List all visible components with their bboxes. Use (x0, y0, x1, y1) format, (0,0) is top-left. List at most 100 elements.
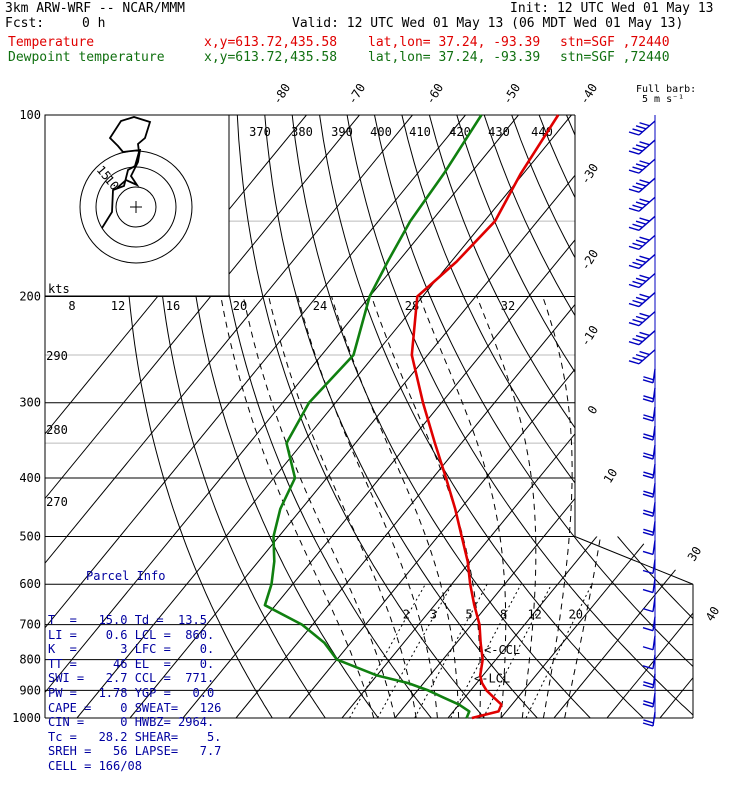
theta-label: 280 (46, 423, 68, 437)
moist-adiabat (565, 297, 617, 719)
wind-barb-flag (629, 132, 639, 135)
wind-barb (643, 445, 655, 459)
wind-barb-flag (633, 339, 643, 342)
theta-label: 400 (370, 125, 392, 139)
wind-barb (643, 579, 655, 593)
wind-barb-flag (629, 265, 639, 268)
wind-barb (629, 274, 655, 288)
wind-barb (629, 216, 655, 230)
dry-adiabat (676, 115, 740, 731)
wind-barb-flag (636, 164, 646, 167)
mixing-ratio-label: 12 (527, 608, 541, 622)
wind-barb-flag (636, 145, 646, 148)
isotherm-label: 0 (585, 403, 601, 417)
isotherm-label: -70 (345, 81, 368, 107)
wind-barb-flag (633, 262, 643, 265)
hodograph-units: kts (48, 282, 70, 296)
wind-barb-flag (640, 142, 650, 145)
wind-barb-flag (636, 183, 646, 186)
parcel-info-row: CAPE = 0 SWEAT= 126 (48, 701, 221, 716)
wind-barb-flag (633, 224, 643, 227)
wind-barb-flag (643, 510, 653, 513)
wind-barb-flag (643, 380, 653, 383)
wind-barb-flag (640, 161, 650, 164)
dry-adiabat (320, 115, 657, 731)
wind-barb-flag (629, 208, 639, 211)
wind-barb (629, 254, 655, 268)
wind-barb (629, 293, 655, 307)
parcel-info-row: CELL = 166/08 (48, 759, 221, 774)
wind-barb-flag (629, 304, 639, 307)
wind-barb-flag (643, 453, 653, 456)
wind-barb-flag (643, 682, 653, 685)
wind-barb-flag (640, 237, 650, 240)
theta-label: 290 (46, 349, 68, 363)
isotherm-label: -30 (578, 161, 601, 187)
wind-barb-flag (643, 685, 653, 688)
mixing-ratio-line (378, 584, 452, 718)
wind-barb-flag (640, 332, 650, 335)
theta-label: 430 (488, 125, 510, 139)
wind-barb (643, 521, 655, 535)
mixing-ratio-label: 20 (568, 608, 582, 622)
dewpoint-profile (265, 115, 482, 718)
wind-barb-flag (633, 281, 643, 284)
wind-barb-flag (636, 259, 646, 262)
wind-barb-flag (636, 316, 646, 319)
wind-barb-flag (633, 205, 643, 208)
moist-adiabat (298, 297, 438, 719)
wind-barb-flag (633, 148, 643, 151)
wind-barb-flag (629, 246, 639, 249)
wind-barb-flag (643, 609, 653, 612)
wind-barb-flag (643, 396, 653, 399)
isotherm-line (236, 115, 730, 718)
pressure-label: 700 (19, 618, 41, 632)
pressure-label: 500 (19, 529, 41, 543)
parcel-info-row: SREH = 56 LAPSE= 7.7 (48, 744, 221, 759)
isotherm-line (607, 115, 740, 718)
wind-barb-flag (643, 647, 653, 650)
isotherm-label: -80 (270, 81, 293, 107)
mixing-ratio-label: 5 (465, 608, 472, 622)
wind-barb-flag (636, 297, 646, 300)
wind-barb-flag (640, 218, 650, 221)
wind-barb (629, 350, 655, 364)
wind-barb (643, 464, 655, 478)
wind-barb-flag (629, 342, 639, 345)
wind-barb (643, 674, 655, 688)
parcel-info-row: CIN = 0 HWBZ= 2964. (48, 715, 221, 730)
wind-barb (629, 235, 655, 249)
dry-adiabat (402, 115, 740, 731)
parcel-info-row: SWI = 2.7 CCL = 771. (48, 671, 221, 686)
wind-barb-flag (636, 336, 646, 339)
wind-barb (629, 312, 655, 326)
isotherm-line (289, 115, 740, 718)
pressure-label: 600 (19, 577, 41, 591)
parcel-info-row: Tc = 28.2 SHEAR= 5. (48, 730, 221, 745)
pressure-label: 400 (19, 471, 41, 485)
wind-barb-flag (629, 227, 639, 230)
theta-label: 380 (291, 125, 313, 139)
pressure-label: 100 (19, 108, 41, 122)
wind-barb (643, 369, 655, 383)
dry-adiabat (347, 115, 710, 731)
dry-adiabat (704, 115, 740, 731)
isotherm-label: 10 (601, 466, 621, 486)
wind-barb-flag (643, 418, 653, 421)
wind-barb (643, 426, 655, 440)
dry-adiabat (567, 115, 740, 731)
wind-barb-flag (629, 151, 639, 154)
moist-adiabat (243, 297, 395, 719)
wind-barb-flag (636, 202, 646, 205)
wind-barb-flag (640, 352, 650, 355)
wind-barb-flag (633, 167, 643, 170)
wind-barb-flag (640, 180, 650, 183)
wind-barb (643, 636, 655, 650)
dry-adiabat (457, 115, 740, 731)
wind-barb-shaft (653, 712, 655, 726)
wind-barb-flag (643, 720, 653, 723)
wind-barb-flag (643, 472, 653, 475)
wind-barb-flag (643, 529, 653, 532)
wind-barb-flag (640, 123, 650, 126)
